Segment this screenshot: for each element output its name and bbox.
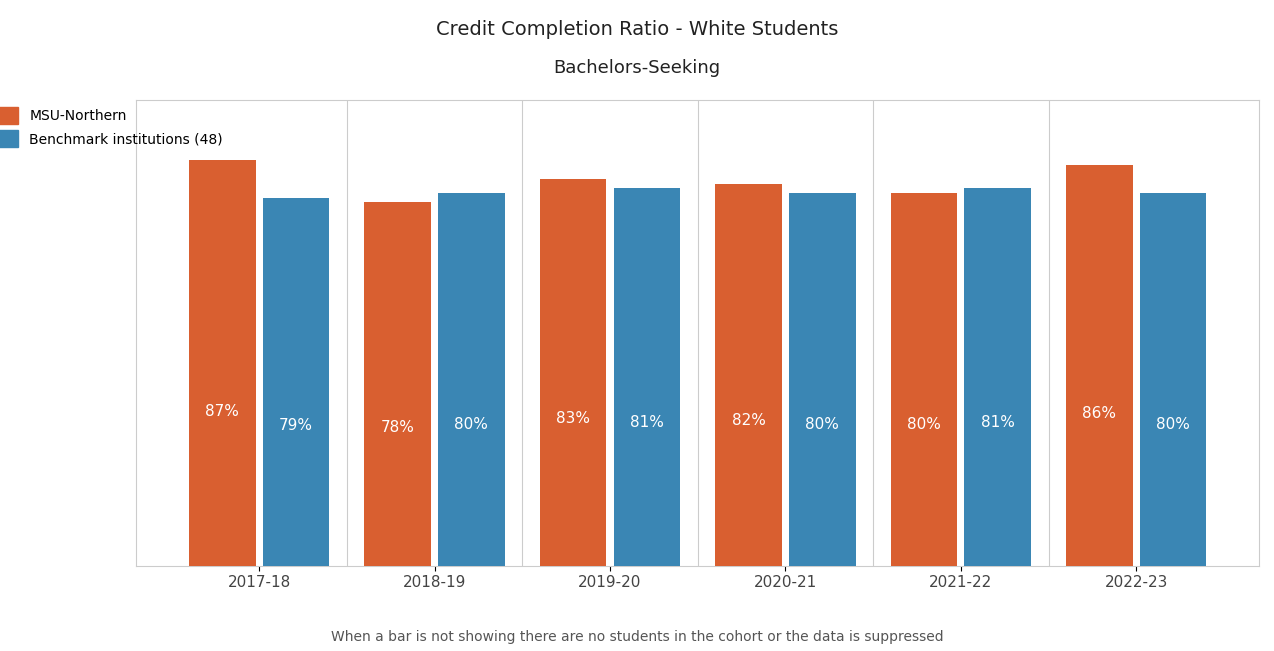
Bar: [189, 160, 256, 566]
Bar: [614, 188, 680, 566]
Bar: [364, 202, 431, 566]
Bar: [964, 188, 1031, 566]
Text: When a bar is not showing there are no students in the cohort or the data is sup: When a bar is not showing there are no s…: [331, 630, 943, 644]
Text: 80%: 80%: [805, 417, 840, 432]
Text: 83%: 83%: [557, 411, 590, 426]
Bar: [262, 197, 330, 566]
Text: 80%: 80%: [907, 417, 941, 432]
Text: 80%: 80%: [1156, 417, 1190, 432]
Bar: [789, 193, 856, 566]
Text: 87%: 87%: [205, 404, 240, 419]
Bar: [1140, 193, 1206, 566]
Text: 86%: 86%: [1083, 406, 1116, 421]
Bar: [891, 193, 957, 566]
Bar: [540, 179, 606, 566]
Text: Bachelors-Seeking: Bachelors-Seeking: [553, 59, 721, 77]
Text: Credit Completion Ratio - White Students: Credit Completion Ratio - White Students: [436, 20, 838, 38]
Bar: [715, 184, 782, 566]
Text: 81%: 81%: [629, 415, 664, 430]
Bar: [438, 193, 505, 566]
Text: 78%: 78%: [381, 420, 415, 435]
Text: 79%: 79%: [279, 419, 313, 434]
Legend: MSU-Northern, Benchmark institutions (48): MSU-Northern, Benchmark institutions (48…: [0, 107, 223, 147]
Text: 80%: 80%: [455, 417, 488, 432]
Text: 81%: 81%: [981, 415, 1014, 430]
Bar: [1066, 165, 1133, 566]
Text: 82%: 82%: [731, 413, 766, 428]
